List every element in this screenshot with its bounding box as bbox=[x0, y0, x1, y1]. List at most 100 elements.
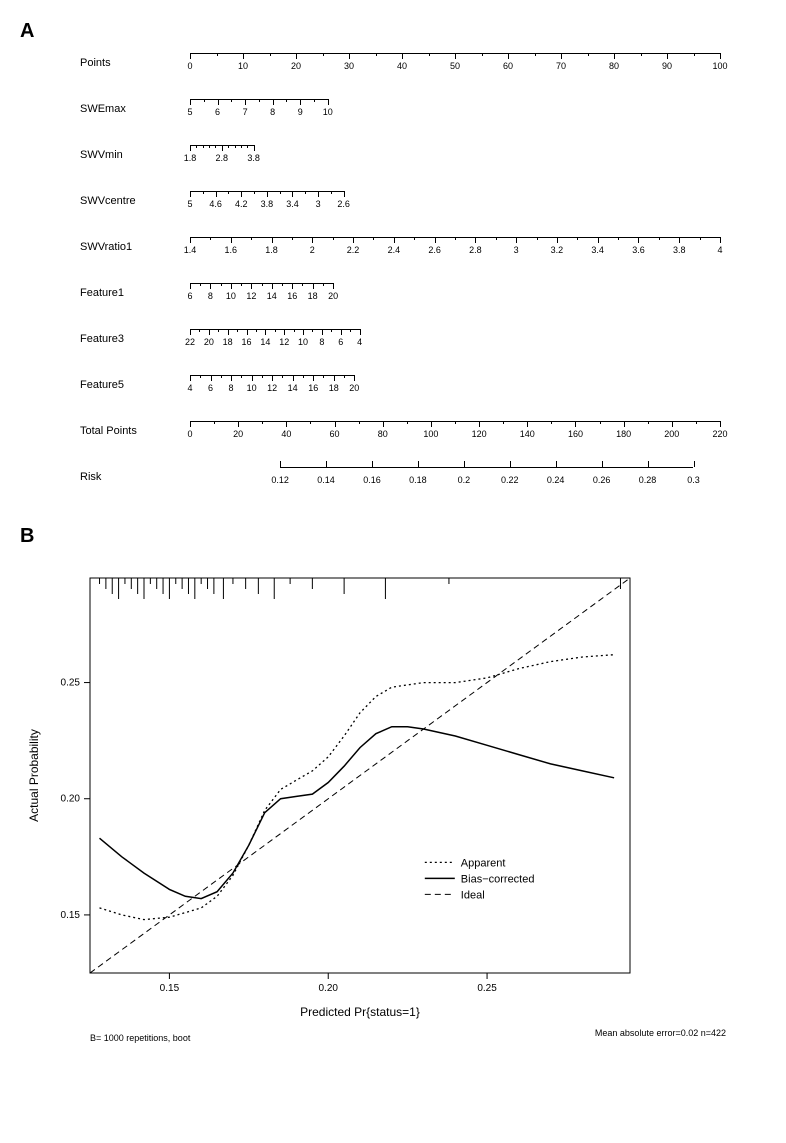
nomogram-axis: 0102030405060708090100 bbox=[190, 53, 726, 81]
nomogram-axis: 020406080100120140160180200220 bbox=[190, 421, 726, 449]
tick-label: 90 bbox=[662, 61, 672, 71]
nomogram-axis: 0.120.140.160.180.20.220.240.260.280.3 bbox=[190, 467, 726, 495]
tick-label: 0.18 bbox=[409, 475, 427, 485]
nomogram-row-points: Points0102030405060708090100 bbox=[80, 53, 726, 81]
nomogram-row-label: Feature5 bbox=[80, 375, 190, 391]
tick-label: 3.4 bbox=[286, 199, 299, 209]
tick-label: 1.4 bbox=[184, 245, 197, 255]
x-tick-label: 0.25 bbox=[477, 983, 497, 994]
nomogram-row-label: SWEmax bbox=[80, 99, 190, 115]
tick-label: 4.2 bbox=[235, 199, 248, 209]
tick-label: 4.6 bbox=[209, 199, 222, 209]
tick-label: 2.8 bbox=[216, 153, 229, 163]
tick-label: 4 bbox=[187, 383, 192, 393]
tick-label: 14 bbox=[267, 291, 277, 301]
tick-label: 10 bbox=[247, 383, 257, 393]
calibration-plot: 0.150.200.250.150.200.25Predicted Pr{sta… bbox=[20, 558, 660, 1028]
tick-label: 2.2 bbox=[347, 245, 360, 255]
tick-label: 3.2 bbox=[551, 245, 564, 255]
nomogram-row-swemax: SWEmax5678910 bbox=[80, 99, 726, 127]
tick-label: 60 bbox=[503, 61, 513, 71]
nomogram-row-label: SWVcentre bbox=[80, 191, 190, 207]
y-axis-label: Actual Probability bbox=[27, 729, 41, 822]
tick-label: 100 bbox=[712, 61, 727, 71]
nomogram-row-risk: Risk0.120.140.160.180.20.220.240.260.280… bbox=[80, 467, 726, 495]
tick-label: 3.4 bbox=[591, 245, 604, 255]
tick-label: 4 bbox=[717, 245, 722, 255]
nomogram-row-label: Points bbox=[80, 53, 190, 69]
tick-label: 0.28 bbox=[639, 475, 657, 485]
y-tick-label: 0.25 bbox=[61, 678, 81, 689]
tick-label: 18 bbox=[223, 337, 233, 347]
tick-label: 16 bbox=[308, 383, 318, 393]
tick-label: 22 bbox=[185, 337, 195, 347]
nomogram-row-total-points: Total Points0204060801001201401601802002… bbox=[80, 421, 726, 449]
tick-label: 80 bbox=[378, 429, 388, 439]
tick-label: 5 bbox=[187, 199, 192, 209]
series-bias_corrected bbox=[100, 727, 615, 899]
tick-label: 160 bbox=[568, 429, 583, 439]
tick-label: 80 bbox=[609, 61, 619, 71]
nomogram-axis: 468101214161820 bbox=[190, 375, 726, 403]
tick-label: 0.3 bbox=[687, 475, 700, 485]
x-tick-label: 0.20 bbox=[319, 983, 339, 994]
tick-label: 3.6 bbox=[632, 245, 645, 255]
tick-label: 2 bbox=[310, 245, 315, 255]
tick-label: 6 bbox=[187, 291, 192, 301]
tick-label: 2.6 bbox=[428, 245, 441, 255]
tick-label: 50 bbox=[450, 61, 460, 71]
tick-label: 60 bbox=[330, 429, 340, 439]
tick-label: 4 bbox=[357, 337, 362, 347]
nomogram-axis: 22201816141210864 bbox=[190, 329, 726, 357]
nomogram-row-feature5: Feature5468101214161820 bbox=[80, 375, 726, 403]
tick-label: 8 bbox=[270, 107, 275, 117]
tick-label: 40 bbox=[397, 61, 407, 71]
tick-label: 8 bbox=[319, 337, 324, 347]
tick-label: 0.2 bbox=[458, 475, 471, 485]
nomogram-row-label: Risk bbox=[80, 467, 190, 483]
panel-b-label: B bbox=[20, 525, 766, 548]
tick-label: 9 bbox=[298, 107, 303, 117]
tick-label: 20 bbox=[328, 291, 338, 301]
tick-label: 14 bbox=[288, 383, 298, 393]
tick-label: 200 bbox=[664, 429, 679, 439]
tick-label: 70 bbox=[556, 61, 566, 71]
nomogram-axis: 5678910 bbox=[190, 99, 726, 127]
tick-label: 100 bbox=[423, 429, 438, 439]
tick-label: 0.24 bbox=[547, 475, 565, 485]
nomogram-axis: 1.41.61.822.22.42.62.833.23.43.63.84 bbox=[190, 237, 726, 265]
nomogram-row-feature3: Feature322201816141210864 bbox=[80, 329, 726, 357]
series-ideal bbox=[90, 578, 630, 973]
panel-a-label: A bbox=[20, 20, 766, 43]
nomogram-axis: 1.82.83.8 bbox=[190, 145, 726, 173]
tick-label: 20 bbox=[291, 61, 301, 71]
tick-label: 10 bbox=[238, 61, 248, 71]
nomogram-axis: 54.64.23.83.432.6 bbox=[190, 191, 726, 219]
series-apparent bbox=[100, 655, 615, 920]
tick-label: 6 bbox=[215, 107, 220, 117]
nomogram-row-swvcentre: SWVcentre54.64.23.83.432.6 bbox=[80, 191, 726, 219]
legend-label: Ideal bbox=[461, 889, 485, 901]
tick-label: 0.16 bbox=[363, 475, 381, 485]
tick-label: 20 bbox=[204, 337, 214, 347]
tick-label: 2.6 bbox=[337, 199, 350, 209]
tick-label: 10 bbox=[226, 291, 236, 301]
x-tick-label: 0.15 bbox=[160, 983, 180, 994]
tick-label: 10 bbox=[298, 337, 308, 347]
nomogram-row-label: SWVratio1 bbox=[80, 237, 190, 253]
tick-label: 12 bbox=[246, 291, 256, 301]
tick-label: 3.8 bbox=[673, 245, 686, 255]
tick-label: 16 bbox=[242, 337, 252, 347]
panel-b-wrap: B 0.150.200.250.150.200.25Predicted Pr{s… bbox=[20, 525, 766, 1046]
tick-label: 30 bbox=[344, 61, 354, 71]
tick-label: 0.14 bbox=[317, 475, 335, 485]
tick-label: 14 bbox=[260, 337, 270, 347]
tick-label: 6 bbox=[208, 383, 213, 393]
tick-label: 0.22 bbox=[501, 475, 519, 485]
tick-label: 3.8 bbox=[247, 153, 260, 163]
tick-label: 18 bbox=[308, 291, 318, 301]
y-tick-label: 0.20 bbox=[61, 794, 81, 805]
tick-label: 140 bbox=[520, 429, 535, 439]
tick-label: 18 bbox=[329, 383, 339, 393]
footer-left: B= 1000 repetitions, boot bbox=[90, 1033, 190, 1043]
